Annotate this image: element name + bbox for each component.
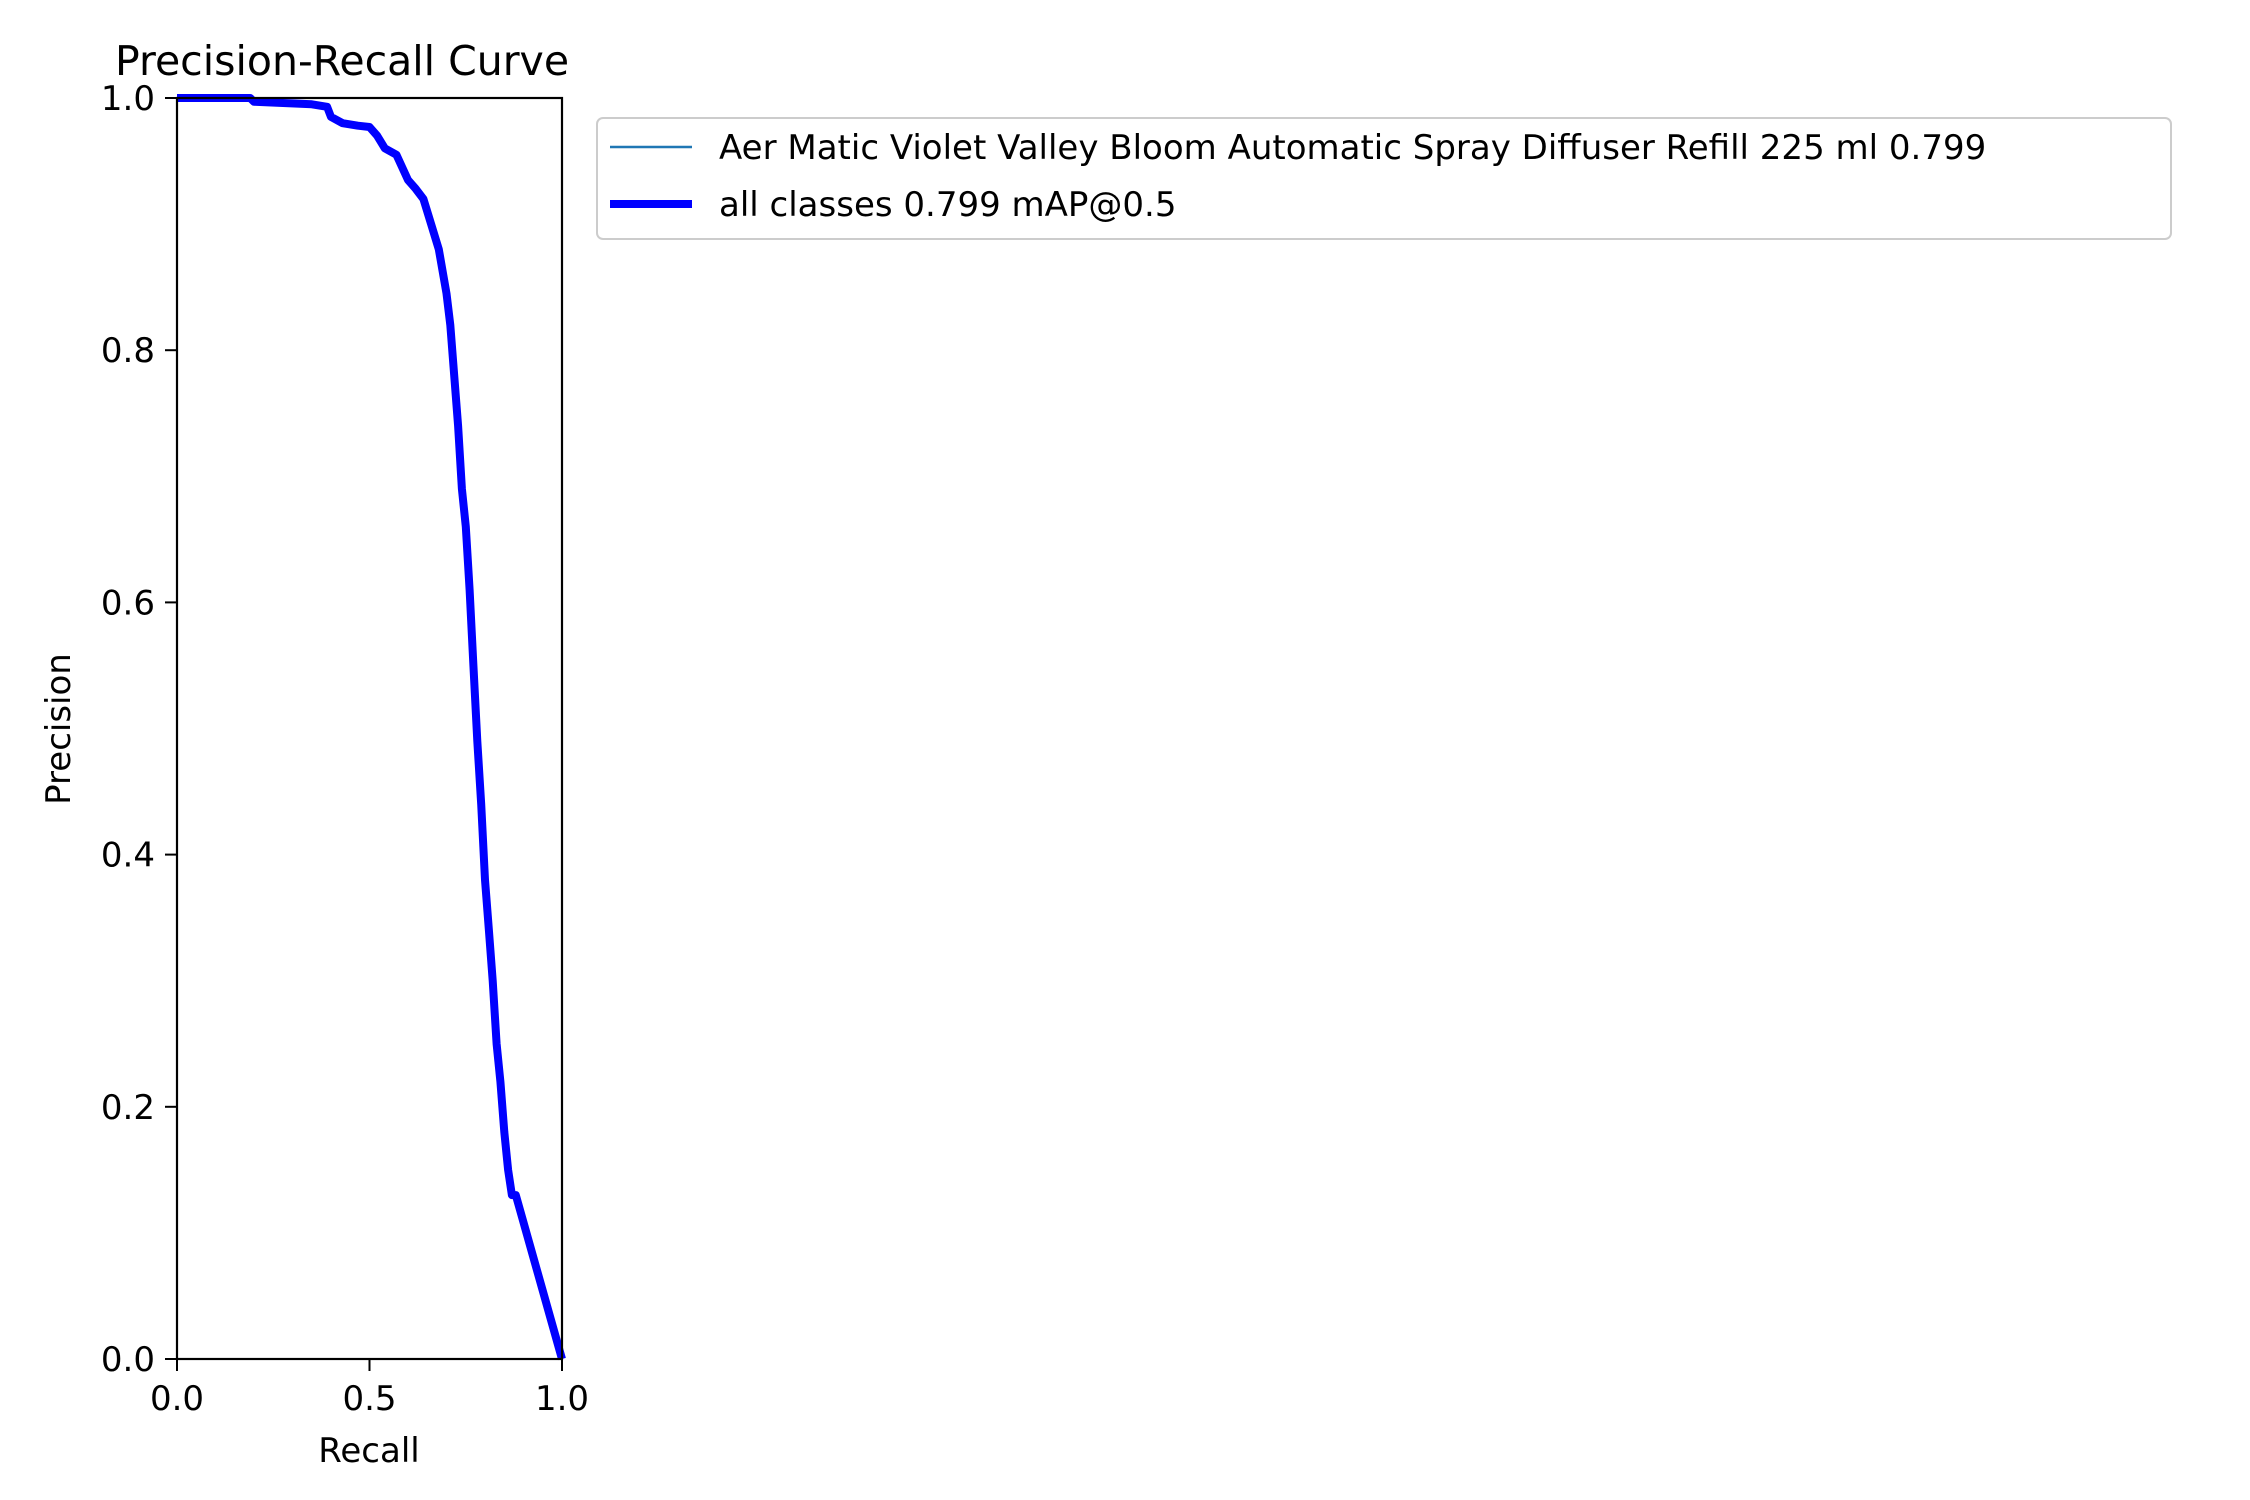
series-line-1 (177, 94, 566, 1361)
x-tick-label: 1.0 (535, 1379, 589, 1419)
y-tick-label: 0.8 (101, 331, 155, 371)
y-tick-label: 0.0 (101, 1340, 155, 1380)
x-axis-label: Recall (318, 1431, 419, 1471)
chart-title: Precision-Recall Curve (115, 37, 569, 85)
series-layer (177, 94, 566, 1361)
y-tick-label: 0.6 (101, 583, 155, 623)
y-axis-ticks: 0.0 0.2 0.4 0.6 0.8 1.0 (101, 79, 177, 1380)
x-tick-label: 0.0 (150, 1379, 204, 1419)
legend: Aer Matic Violet Valley Bloom Automatic … (596, 117, 2172, 240)
legend-label-class: Aer Matic Violet Valley Bloom Automatic … (719, 128, 1986, 168)
legend-label-all-classes: all classes 0.799 mAP@0.5 (719, 185, 1176, 225)
legend-box (596, 117, 2172, 240)
x-axis-ticks: 0.0 0.5 1.0 (150, 1359, 589, 1419)
y-axis-label: Precision (39, 653, 79, 805)
x-tick-label: 0.5 (342, 1379, 396, 1419)
y-tick-label: 0.4 (101, 836, 155, 876)
y-tick-label: 1.0 (101, 79, 155, 119)
y-tick-label: 0.2 (101, 1088, 155, 1128)
plot-area: 0.0 0.5 1.0 0.0 0.2 0.4 0.6 0.8 1.0 (101, 79, 589, 1419)
